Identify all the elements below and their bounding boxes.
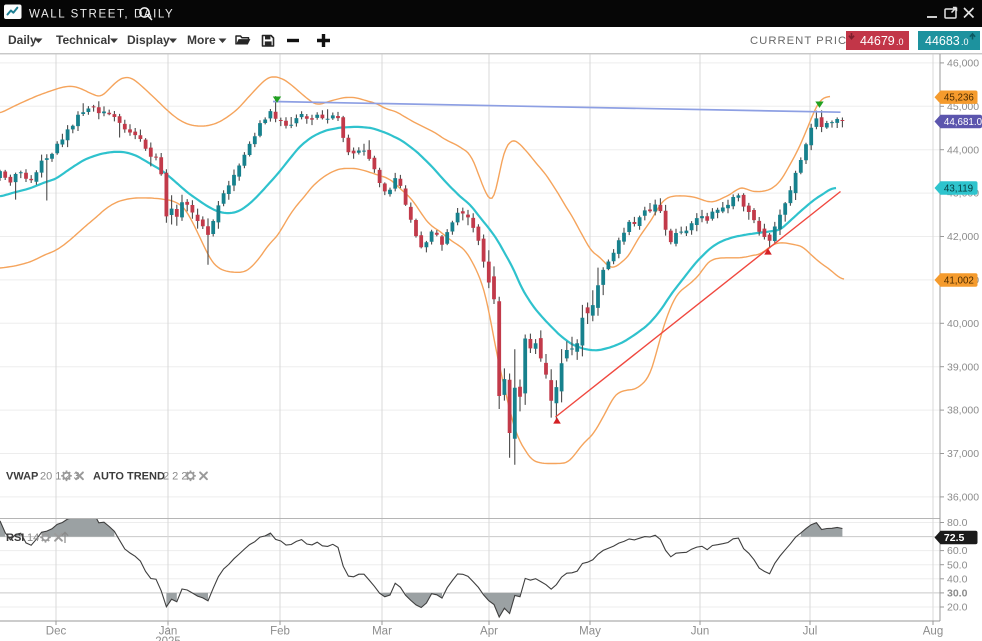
svg-text:45,236: 45,236 <box>944 93 975 104</box>
svg-text:14: 14 <box>27 532 39 544</box>
svg-text:30.0: 30.0 <box>947 588 968 600</box>
svg-text:Dec: Dec <box>46 626 67 638</box>
svg-text:Aug: Aug <box>923 626 943 638</box>
svg-text:.0: .0 <box>896 37 904 47</box>
svg-text:80.0: 80.0 <box>947 517 968 529</box>
svg-text:Jul: Jul <box>803 626 818 638</box>
svg-text:CURRENT PRICE:: CURRENT PRICE: <box>750 35 860 47</box>
svg-text:WALL STREET, DAILY: WALL STREET, DAILY <box>29 9 174 21</box>
svg-text:Mar: Mar <box>372 626 392 638</box>
svg-text:.0: .0 <box>961 37 969 47</box>
svg-text:44,000: 44,000 <box>947 144 979 156</box>
svg-text:2025: 2025 <box>155 636 181 641</box>
svg-text:VWAP: VWAP <box>6 471 38 483</box>
svg-text:38,000: 38,000 <box>947 405 979 417</box>
svg-text:37,000: 37,000 <box>947 448 979 460</box>
svg-text:44679: 44679 <box>860 34 895 48</box>
svg-text:39,000: 39,000 <box>947 361 979 373</box>
svg-text:72.5: 72.5 <box>944 532 965 544</box>
svg-text:Feb: Feb <box>270 626 290 638</box>
svg-text:Display: Display <box>127 33 170 47</box>
svg-text:44,681.00: 44,681.00 <box>944 117 982 128</box>
svg-text:36,000: 36,000 <box>947 492 979 504</box>
svg-text:More: More <box>187 33 216 47</box>
svg-text:Technical: Technical <box>56 33 110 47</box>
svg-text:Apr: Apr <box>480 626 498 638</box>
svg-text:60.0: 60.0 <box>947 545 968 557</box>
svg-text:Jun: Jun <box>691 626 710 638</box>
svg-text:43,119: 43,119 <box>944 184 973 195</box>
svg-text:40,000: 40,000 <box>947 318 979 330</box>
svg-text:Jan: Jan <box>159 626 178 638</box>
svg-text:44683: 44683 <box>925 34 960 48</box>
svg-text:2 2 2: 2 2 2 <box>163 471 187 483</box>
svg-text:RSI: RSI <box>6 532 24 544</box>
svg-text:41,002: 41,002 <box>944 276 974 287</box>
svg-text:May: May <box>579 626 601 638</box>
svg-text:46,000: 46,000 <box>947 58 979 70</box>
svg-text:50.0: 50.0 <box>947 559 968 571</box>
svg-text:20.0: 20.0 <box>947 602 968 614</box>
svg-text:20 1 2 3: 20 1 2 3 <box>40 471 80 483</box>
svg-text:40.0: 40.0 <box>947 573 968 585</box>
svg-text:AUTO TREND: AUTO TREND <box>93 471 165 483</box>
svg-text:Daily: Daily <box>8 33 37 47</box>
svg-text:42,000: 42,000 <box>947 231 979 243</box>
